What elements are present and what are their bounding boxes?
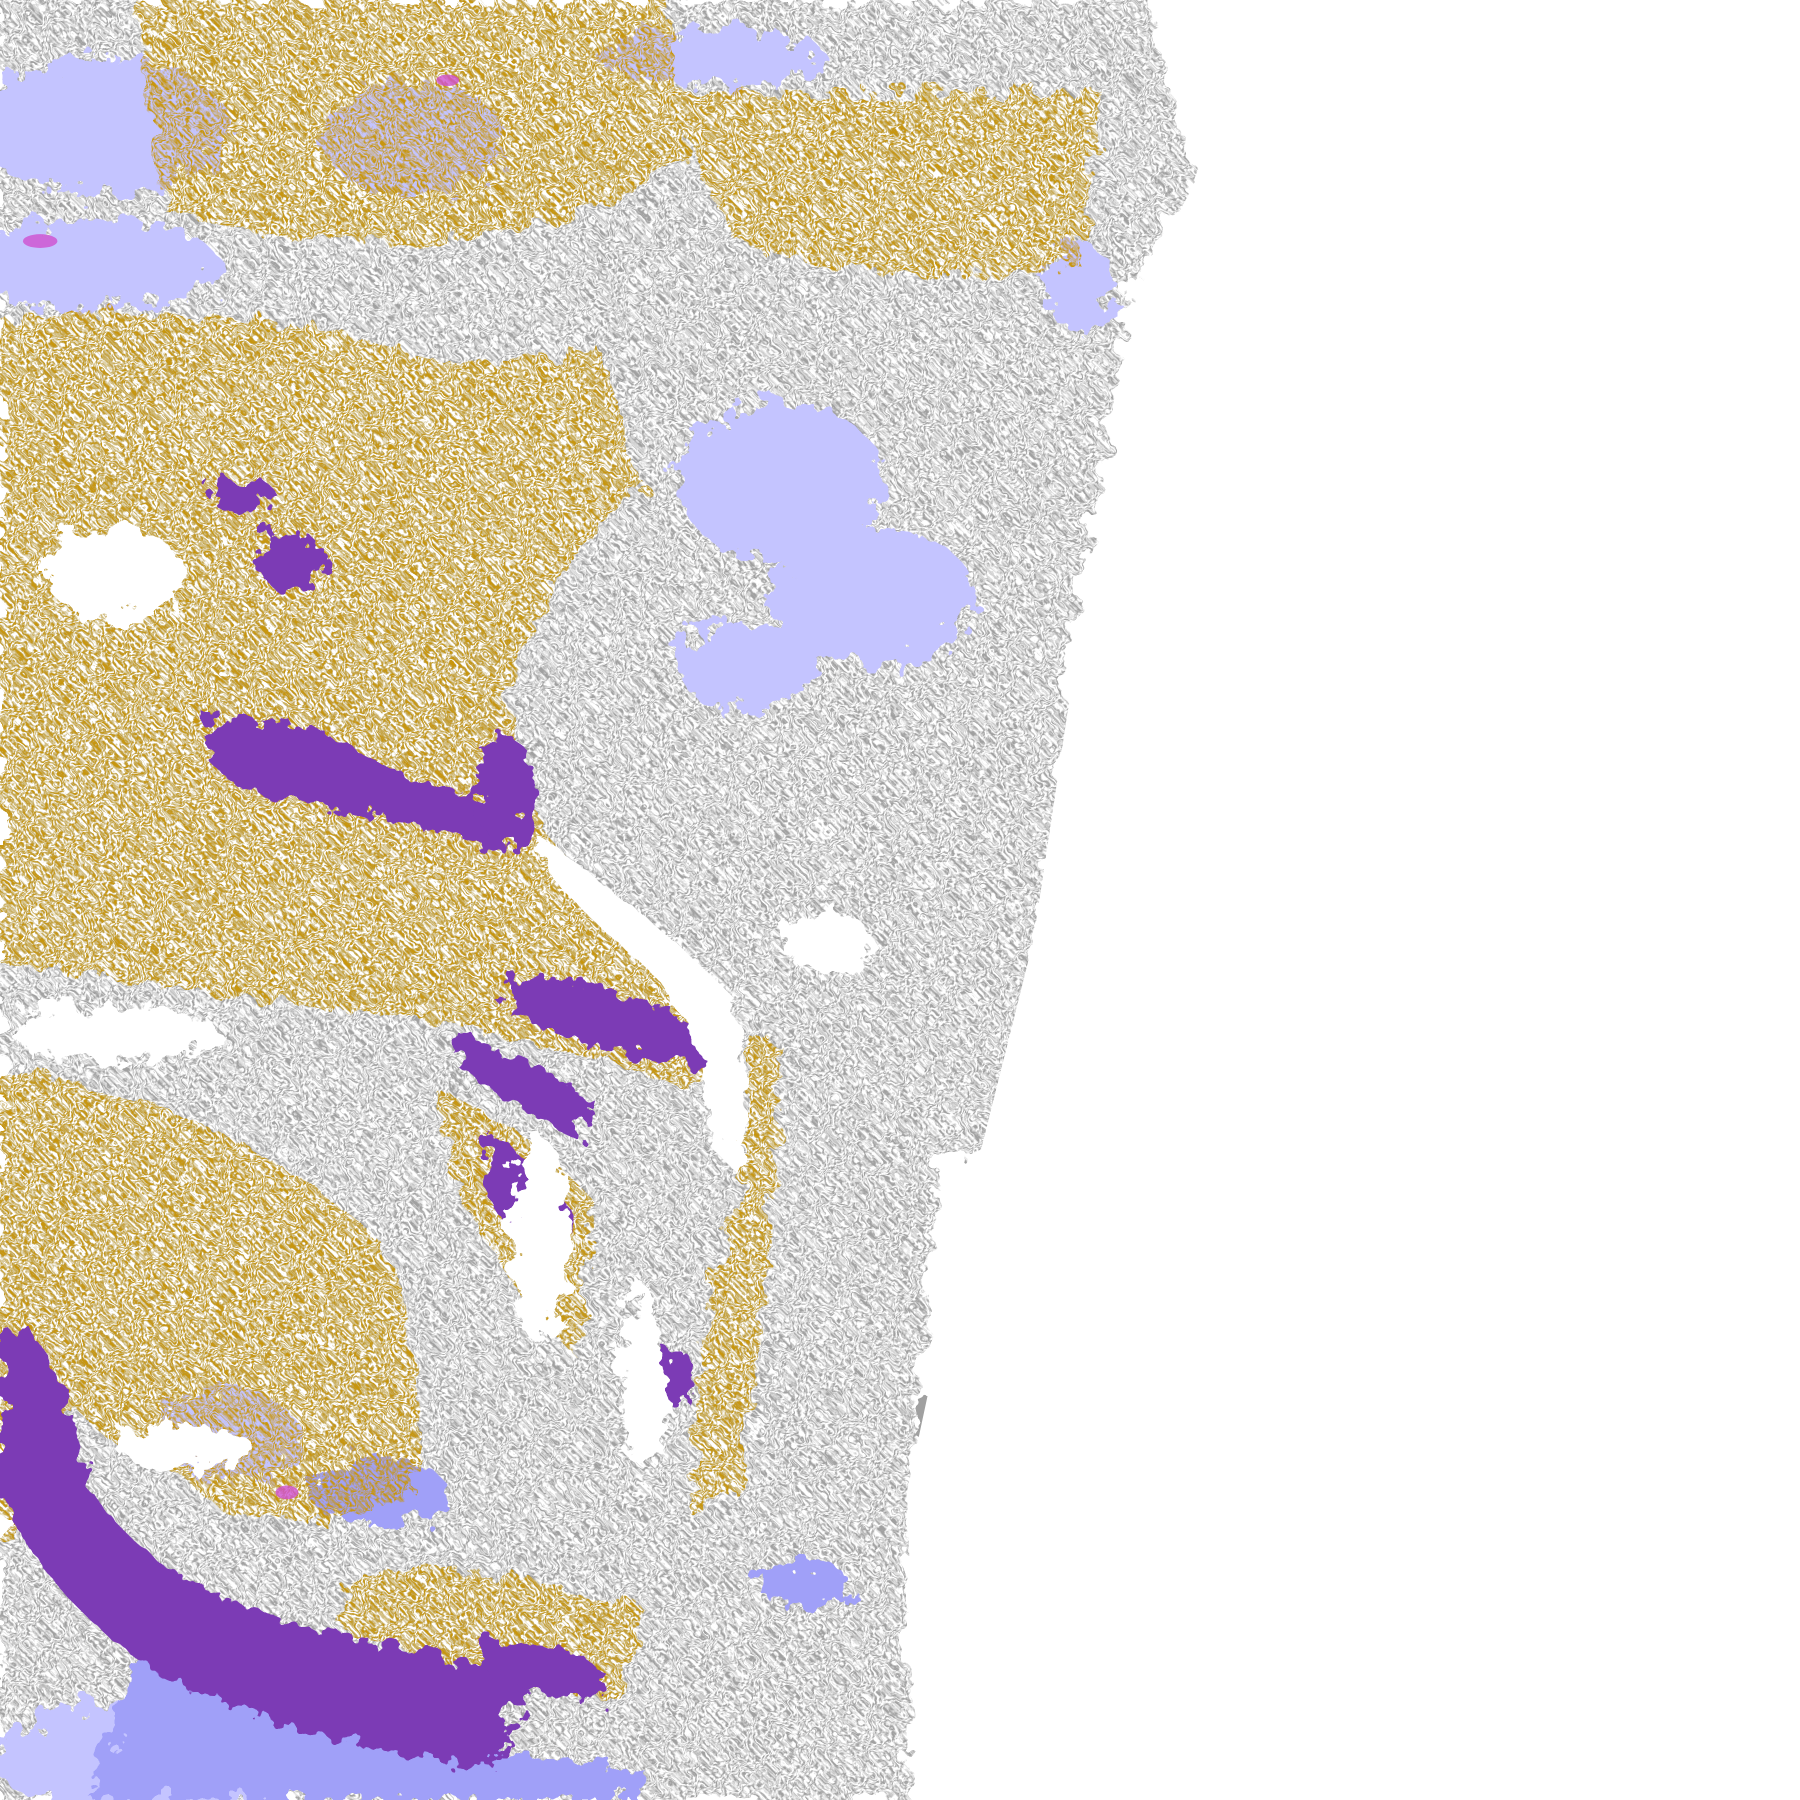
magenta-cloud-patches	[22, 74, 460, 1500]
image-edge-mask	[906, 0, 1800, 1800]
clear-sky-gaps	[11, 528, 873, 1470]
